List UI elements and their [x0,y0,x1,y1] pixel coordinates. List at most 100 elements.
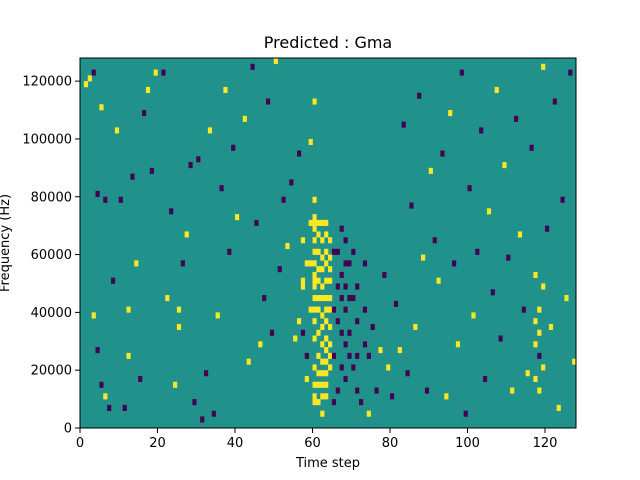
heatmap-cell [215,312,220,319]
heatmap-cell [428,167,433,174]
heatmap-cell [308,219,313,226]
heatmap-cell [548,323,554,331]
heatmap-cell [200,416,205,423]
heatmap-cell [324,335,329,342]
heatmap-cell [304,375,309,383]
heatmap-cell [308,306,313,313]
y-tick-label: 120000 [22,75,72,90]
heatmap-cell [382,271,387,278]
heatmap-cell [359,399,364,406]
heatmap-cell [300,283,306,290]
heatmap-cell [331,248,337,255]
heatmap-cell [320,254,325,261]
heatmap-cell [126,306,131,313]
heatmap-cell [409,202,414,209]
heatmap-cell [452,260,457,267]
heatmap-cell [316,277,321,284]
heatmap-cell [343,306,348,313]
heatmap-cell [95,190,100,198]
heatmap-cell [366,410,371,417]
heatmap-cell [494,86,499,93]
heatmap-cells [83,58,577,423]
heatmap-cell [351,295,356,302]
heatmap-cell [417,92,422,99]
heatmap-cell [421,254,426,261]
y-tick-label: 80000 [31,190,72,205]
heatmap-cell [572,358,577,365]
heatmap-cell [328,254,333,261]
heatmap-cell [390,393,395,400]
heatmap-cell [362,260,368,267]
heatmap-cell [362,341,368,348]
heatmap-cell [556,404,561,411]
heatmap-cell [269,329,275,336]
heatmap-cell [355,352,360,359]
heatmap-cell [331,399,337,406]
heatmap-cell [316,306,321,313]
heatmap-cell [145,86,151,93]
heatmap-cell [312,399,317,406]
heatmap-cell [266,98,271,105]
heatmap-cell [99,381,104,388]
heatmap-cell [320,283,325,290]
heatmap-cell [308,260,313,267]
heatmap-cell [475,248,480,255]
heatmap-cell [107,404,112,411]
heatmap-cell [297,150,302,157]
heatmap-cell [231,144,236,151]
heatmap-cell [320,312,325,319]
heatmap-cell [490,289,495,296]
heatmap-cell [300,329,306,336]
heatmap-cell [91,312,96,319]
heatmap-cell [312,98,317,105]
heatmap-cell [316,248,321,255]
heatmap-cell [312,283,317,290]
heatmap-cell [467,185,472,192]
heatmap-cell [374,387,379,394]
heatmap-cell [448,110,453,117]
heatmap-cell [328,306,333,313]
heatmap-cell [308,138,313,146]
heatmap-cell [328,323,333,331]
heatmap-cell [188,162,193,169]
y-axis: 0 20000 40000 60000 80000 100000 120000 [22,75,80,437]
heatmap-cell [114,127,120,134]
heatmap-cell [316,295,321,302]
heatmap-cell [316,329,321,336]
heatmap-cell [95,347,100,354]
heatmap-cell [312,219,317,226]
heatmap-cell [533,271,538,278]
heatmap-cell [552,98,557,105]
heatmap-cell [405,370,410,377]
heatmap-cell [312,295,317,302]
heatmap-cell [541,364,546,371]
heatmap-cell [312,318,317,325]
heatmap-cell [339,364,344,371]
y-axis-title: Frequency (Hz) [0,194,13,292]
heatmap-cell [413,323,418,331]
heatmap-cell [312,306,317,313]
heatmap-cell [343,260,348,267]
heatmap-cell [281,196,286,203]
heatmap-cell [335,387,340,394]
heatmap-cell [320,323,325,331]
heatmap-cell [273,58,278,65]
heatmap-cell [378,347,383,354]
x-tick-label: 120 [533,436,558,451]
heatmap-cell [335,248,340,255]
heatmap-cell [103,393,108,400]
heatmap-cell [312,381,317,388]
heatmap-cell [564,295,569,302]
heatmap-cell [440,150,445,157]
heatmap-cell [331,306,337,313]
heatmap-cell [83,81,89,88]
heatmap-cell [118,196,123,203]
heatmap-cell [312,214,317,221]
heatmap-cell [529,144,534,151]
heatmap-cell [99,104,104,111]
heatmap-cell [324,347,329,354]
heatmap-cell [122,404,127,411]
heatmap-cell [362,306,368,313]
heatmap-cell [521,306,526,313]
heatmap-cell [285,243,290,250]
